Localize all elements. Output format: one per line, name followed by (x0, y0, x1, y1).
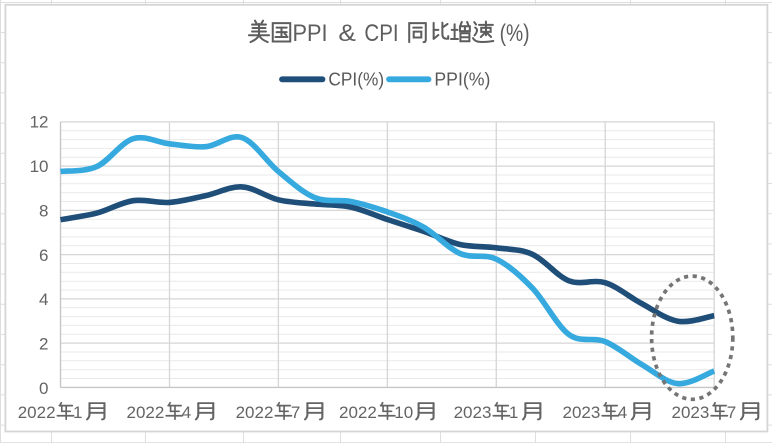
svg-text:PPI(%): PPI(%) (434, 70, 490, 90)
svg-text:10: 10 (394, 403, 413, 422)
svg-text:10: 10 (30, 157, 49, 176)
svg-text:(%): (%) (500, 20, 530, 47)
svg-text:4: 4 (618, 403, 627, 422)
svg-text:4: 4 (39, 290, 48, 309)
svg-text:PPI: PPI (293, 20, 328, 47)
svg-text:7: 7 (291, 403, 300, 422)
svg-text:12: 12 (30, 113, 49, 132)
svg-text:2023: 2023 (454, 403, 492, 422)
svg-text:2022: 2022 (127, 403, 165, 422)
svg-text:2022: 2022 (339, 403, 377, 422)
svg-text:1: 1 (509, 403, 518, 422)
svg-text:7: 7 (727, 403, 736, 422)
svg-text:4: 4 (182, 403, 191, 422)
svg-text:CPI(%): CPI(%) (328, 70, 384, 90)
svg-text:2022: 2022 (18, 403, 56, 422)
svg-text:6: 6 (39, 246, 48, 265)
svg-text:CPI: CPI (364, 20, 398, 47)
svg-text:2: 2 (39, 335, 48, 354)
svg-text:0: 0 (39, 379, 48, 398)
svg-text:2022: 2022 (236, 403, 274, 422)
svg-text:2023: 2023 (672, 403, 710, 422)
svg-text:2023: 2023 (563, 403, 601, 422)
svg-text:8: 8 (39, 201, 48, 220)
svg-text:1: 1 (73, 403, 82, 422)
svg-text:&: & (338, 20, 356, 47)
